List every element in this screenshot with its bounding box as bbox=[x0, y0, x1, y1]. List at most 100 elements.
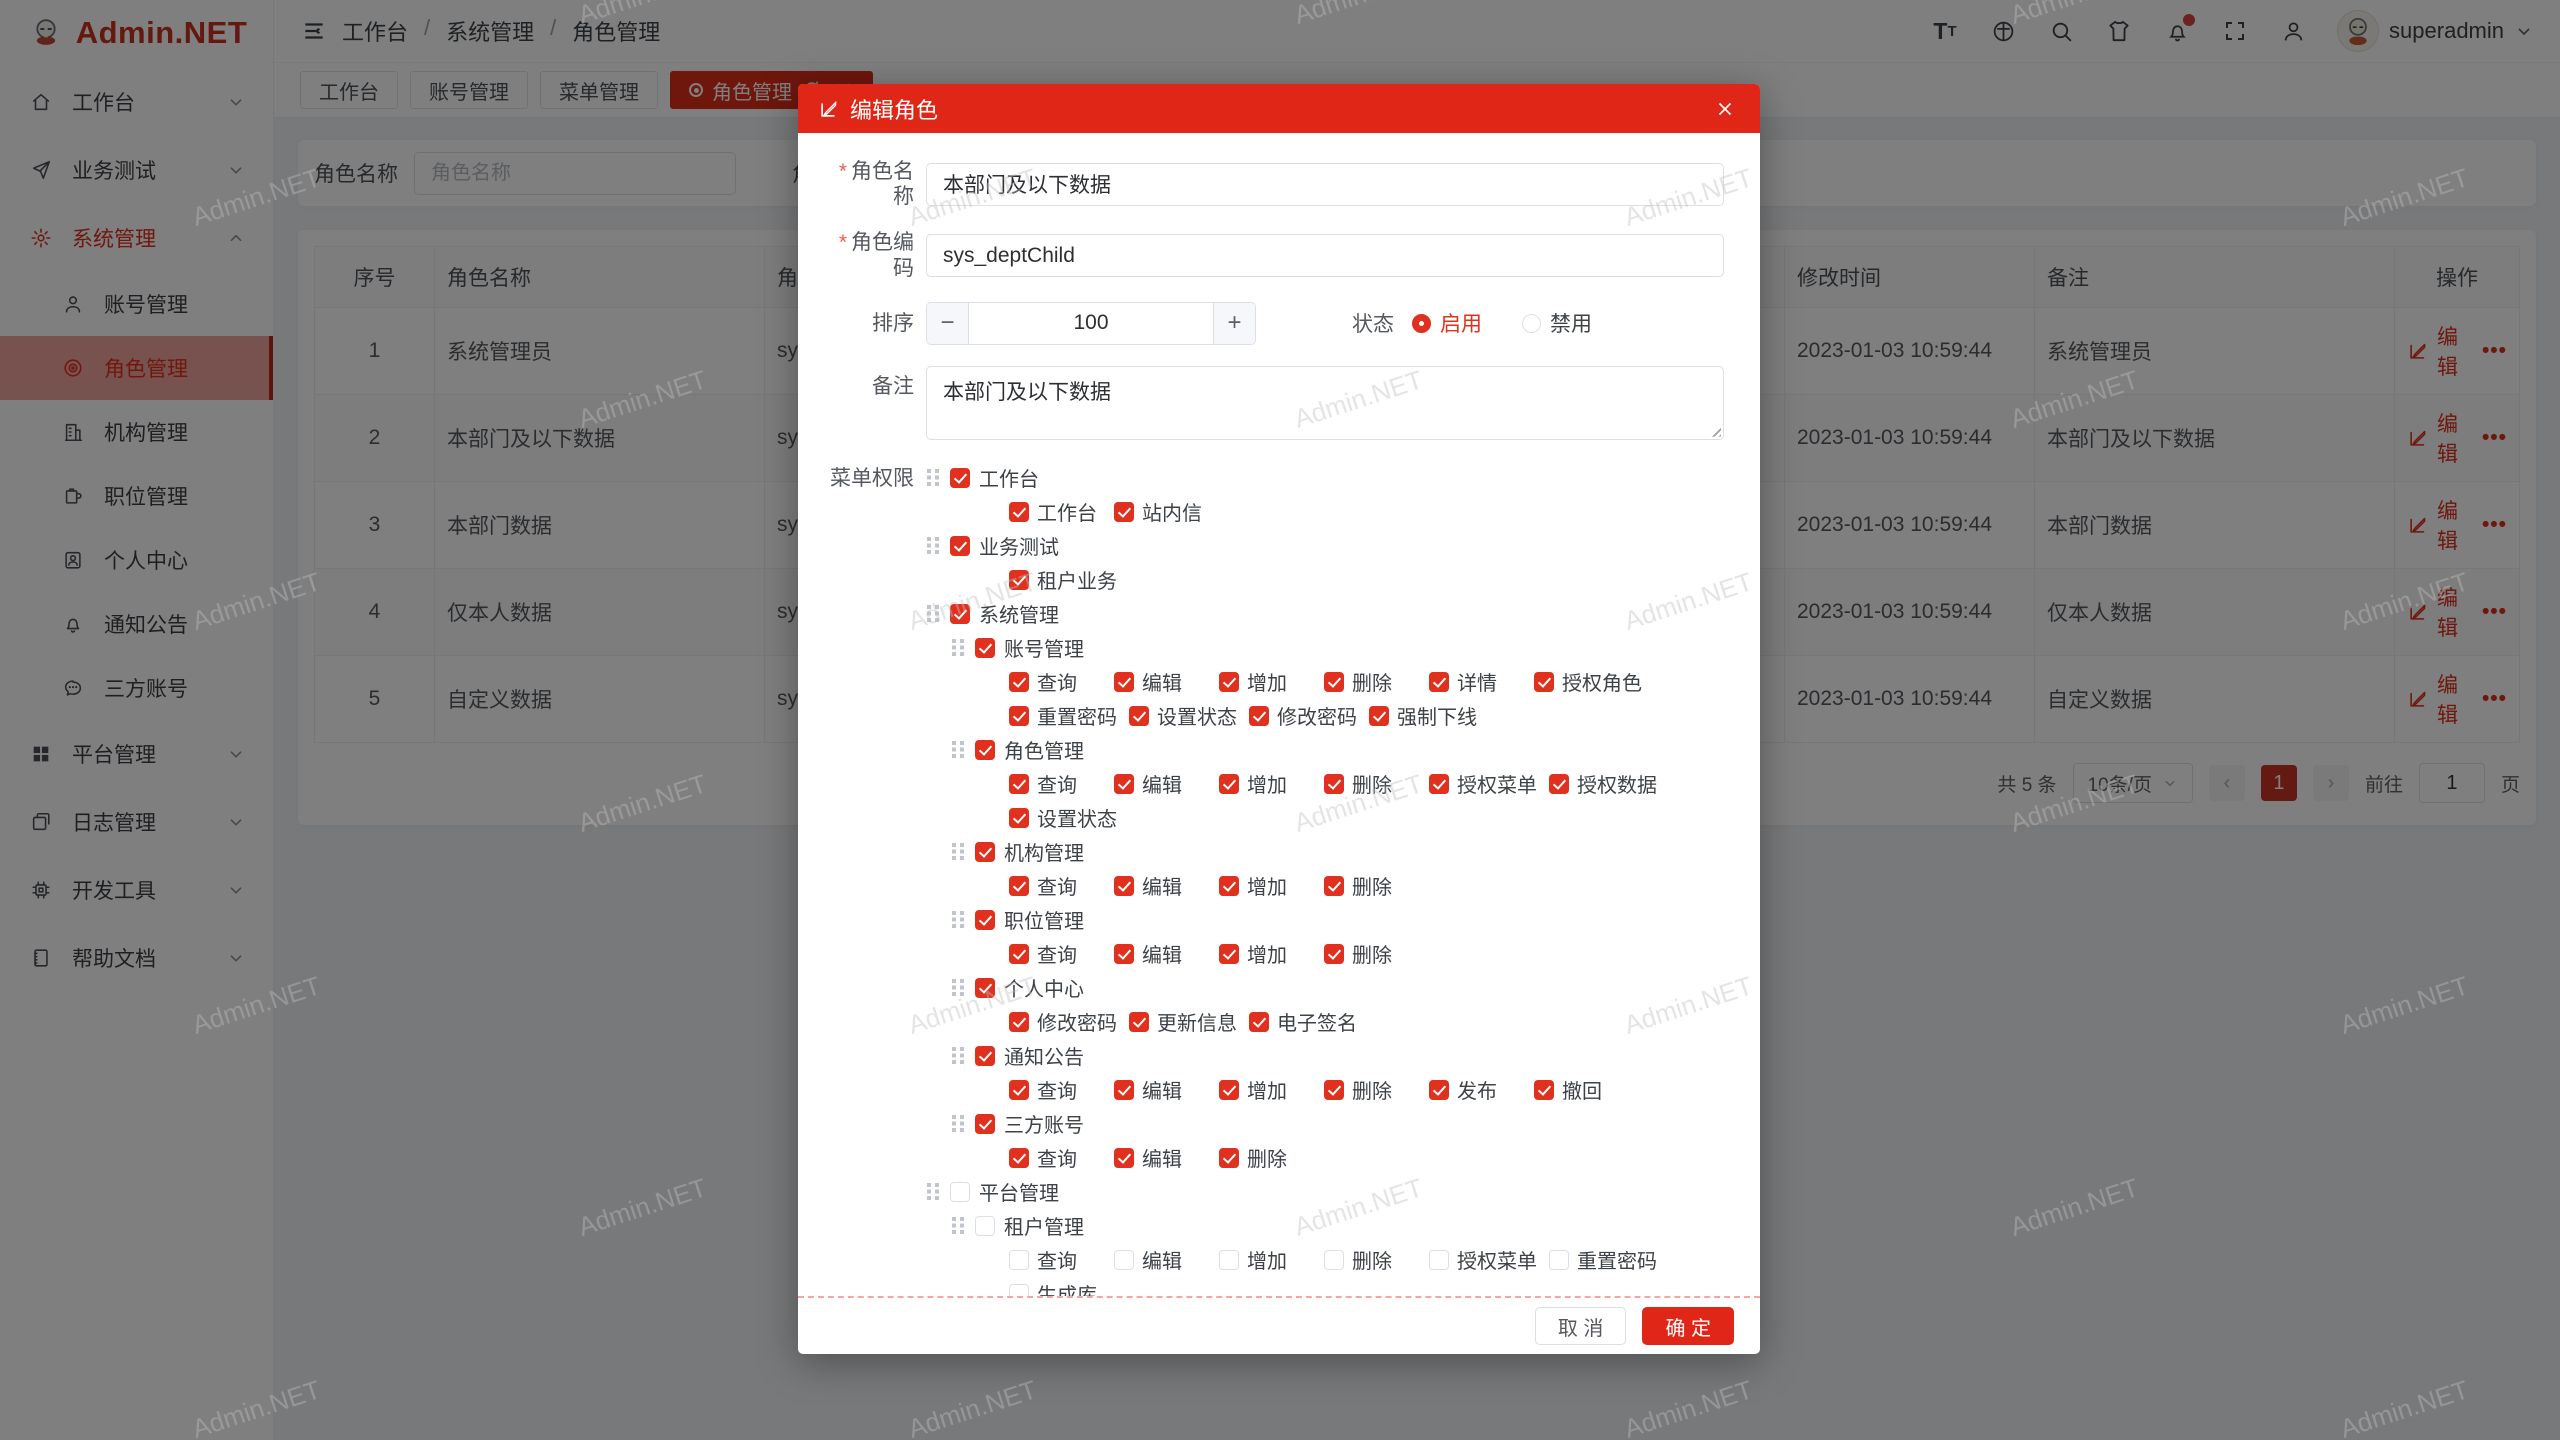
drag-handle-icon[interactable] bbox=[951, 1216, 966, 1235]
checkbox[interactable] bbox=[1009, 1147, 1029, 1168]
increase-button[interactable]: + bbox=[1213, 302, 1255, 344]
tree-leaf-编辑[interactable]: 编辑 bbox=[1114, 1073, 1219, 1107]
tree-leaf-授权菜单[interactable]: 授权菜单 bbox=[1429, 1243, 1549, 1277]
checkbox[interactable] bbox=[1549, 1249, 1569, 1270]
checkbox[interactable] bbox=[1009, 1283, 1029, 1296]
checkbox[interactable] bbox=[1114, 501, 1134, 522]
checkbox[interactable] bbox=[975, 841, 995, 862]
tree-node-账号管理[interactable]: 账号管理 bbox=[926, 631, 1724, 665]
tree-leaf-授权数据[interactable]: 授权数据 bbox=[1549, 767, 1669, 801]
drag-handle-icon[interactable] bbox=[951, 638, 966, 657]
checkbox[interactable] bbox=[950, 535, 970, 556]
tree-node-工作台[interactable]: 工作台 bbox=[926, 461, 1724, 495]
tree-node-系统管理[interactable]: 系统管理 bbox=[926, 597, 1724, 631]
checkbox[interactable] bbox=[1219, 875, 1239, 896]
checkbox[interactable] bbox=[1219, 1147, 1239, 1168]
checkbox[interactable] bbox=[1429, 671, 1449, 692]
checkbox[interactable] bbox=[1324, 943, 1344, 964]
checkbox[interactable] bbox=[1219, 943, 1239, 964]
checkbox[interactable] bbox=[1324, 1249, 1344, 1270]
tree-leaf-生成库[interactable]: 生成库 bbox=[1009, 1277, 1114, 1296]
drag-handle-icon[interactable] bbox=[951, 740, 966, 759]
checkbox[interactable] bbox=[1324, 875, 1344, 896]
tree-leaf-查询[interactable]: 查询 bbox=[1009, 1073, 1114, 1107]
tree-leaf-撤回[interactable]: 撤回 bbox=[1534, 1073, 1639, 1107]
checkbox[interactable] bbox=[1429, 1249, 1449, 1270]
checkbox[interactable] bbox=[1219, 671, 1239, 692]
checkbox[interactable] bbox=[975, 637, 995, 658]
tree-leaf-删除[interactable]: 删除 bbox=[1219, 1141, 1324, 1175]
tree-leaf-增加[interactable]: 增加 bbox=[1219, 1073, 1324, 1107]
drag-handle-icon[interactable] bbox=[951, 842, 966, 861]
tree-node-职位管理[interactable]: 职位管理 bbox=[926, 903, 1724, 937]
drag-handle-icon[interactable] bbox=[926, 468, 941, 487]
close-icon[interactable] bbox=[1710, 94, 1740, 124]
checkbox[interactable] bbox=[1249, 1011, 1269, 1032]
tree-leaf-强制下线[interactable]: 强制下线 bbox=[1369, 699, 1489, 733]
checkbox[interactable] bbox=[1114, 943, 1134, 964]
checkbox[interactable] bbox=[1009, 569, 1029, 590]
tree-leaf-删除[interactable]: 删除 bbox=[1324, 1243, 1429, 1277]
tree-leaf-查询[interactable]: 查询 bbox=[1009, 937, 1114, 971]
tree-leaf-详情[interactable]: 详情 bbox=[1429, 665, 1534, 699]
confirm-button[interactable]: 确 定 bbox=[1642, 1307, 1734, 1345]
checkbox[interactable] bbox=[950, 467, 970, 488]
tree-node-平台管理[interactable]: 平台管理 bbox=[926, 1175, 1724, 1209]
tree-leaf-编辑[interactable]: 编辑 bbox=[1114, 1243, 1219, 1277]
checkbox[interactable] bbox=[1009, 1011, 1029, 1032]
tree-leaf-删除[interactable]: 删除 bbox=[1324, 937, 1429, 971]
checkbox[interactable] bbox=[1009, 773, 1029, 794]
tree-leaf-编辑[interactable]: 编辑 bbox=[1114, 665, 1219, 699]
checkbox[interactable] bbox=[1219, 773, 1239, 794]
checkbox[interactable] bbox=[1114, 1079, 1134, 1100]
checkbox[interactable] bbox=[1114, 1147, 1134, 1168]
checkbox[interactable] bbox=[1114, 875, 1134, 896]
checkbox[interactable] bbox=[975, 977, 995, 998]
checkbox[interactable] bbox=[1009, 705, 1029, 726]
drag-handle-icon[interactable] bbox=[951, 1114, 966, 1133]
tree-leaf-修改密码[interactable]: 修改密码 bbox=[1009, 1005, 1129, 1039]
tree-leaf-电子签名[interactable]: 电子签名 bbox=[1249, 1005, 1369, 1039]
decrease-button[interactable]: − bbox=[927, 302, 969, 344]
role-code-input[interactable] bbox=[926, 234, 1724, 278]
tree-leaf-重置密码[interactable]: 重置密码 bbox=[1009, 699, 1129, 733]
remark-textarea[interactable] bbox=[926, 365, 1724, 440]
tree-node-租户管理[interactable]: 租户管理 bbox=[926, 1209, 1724, 1243]
tree-leaf-删除[interactable]: 删除 bbox=[1324, 1073, 1429, 1107]
checkbox[interactable] bbox=[1534, 671, 1554, 692]
status-radio-disabled[interactable]: 禁用 bbox=[1522, 308, 1592, 338]
tree-node-业务测试[interactable]: 业务测试 bbox=[926, 529, 1724, 563]
drag-handle-icon[interactable] bbox=[926, 1182, 941, 1201]
sort-value[interactable]: 100 bbox=[1073, 311, 1109, 335]
tree-leaf-增加[interactable]: 增加 bbox=[1219, 767, 1324, 801]
tree-leaf-删除[interactable]: 删除 bbox=[1324, 767, 1429, 801]
checkbox[interactable] bbox=[1009, 1249, 1029, 1270]
checkbox[interactable] bbox=[1009, 501, 1029, 522]
checkbox[interactable] bbox=[1219, 1249, 1239, 1270]
tree-leaf-编辑[interactable]: 编辑 bbox=[1114, 1141, 1219, 1175]
tree-leaf-增加[interactable]: 增加 bbox=[1219, 665, 1324, 699]
tree-leaf-删除[interactable]: 删除 bbox=[1324, 665, 1429, 699]
checkbox[interactable] bbox=[1549, 773, 1569, 794]
tree-leaf-设置状态[interactable]: 设置状态 bbox=[1009, 801, 1129, 835]
tree-leaf-增加[interactable]: 增加 bbox=[1219, 1243, 1324, 1277]
checkbox[interactable] bbox=[1324, 671, 1344, 692]
tree-leaf-更新信息[interactable]: 更新信息 bbox=[1129, 1005, 1249, 1039]
checkbox[interactable] bbox=[1324, 773, 1344, 794]
checkbox[interactable] bbox=[975, 1113, 995, 1134]
status-radio-enabled[interactable]: 启用 bbox=[1412, 308, 1482, 338]
checkbox[interactable] bbox=[1429, 1079, 1449, 1100]
tree-leaf-编辑[interactable]: 编辑 bbox=[1114, 869, 1219, 903]
checkbox[interactable] bbox=[1219, 1079, 1239, 1100]
tree-node-角色管理[interactable]: 角色管理 bbox=[926, 733, 1724, 767]
checkbox[interactable] bbox=[950, 603, 970, 624]
checkbox[interactable] bbox=[1129, 705, 1149, 726]
tree-leaf-增加[interactable]: 增加 bbox=[1219, 869, 1324, 903]
tree-leaf-编辑[interactable]: 编辑 bbox=[1114, 937, 1219, 971]
checkbox[interactable] bbox=[975, 1215, 995, 1236]
tree-node-通知公告[interactable]: 通知公告 bbox=[926, 1039, 1724, 1073]
checkbox[interactable] bbox=[1114, 1249, 1134, 1270]
checkbox[interactable] bbox=[950, 1181, 970, 1202]
tree-leaf-发布[interactable]: 发布 bbox=[1429, 1073, 1534, 1107]
drag-handle-icon[interactable] bbox=[926, 604, 941, 623]
